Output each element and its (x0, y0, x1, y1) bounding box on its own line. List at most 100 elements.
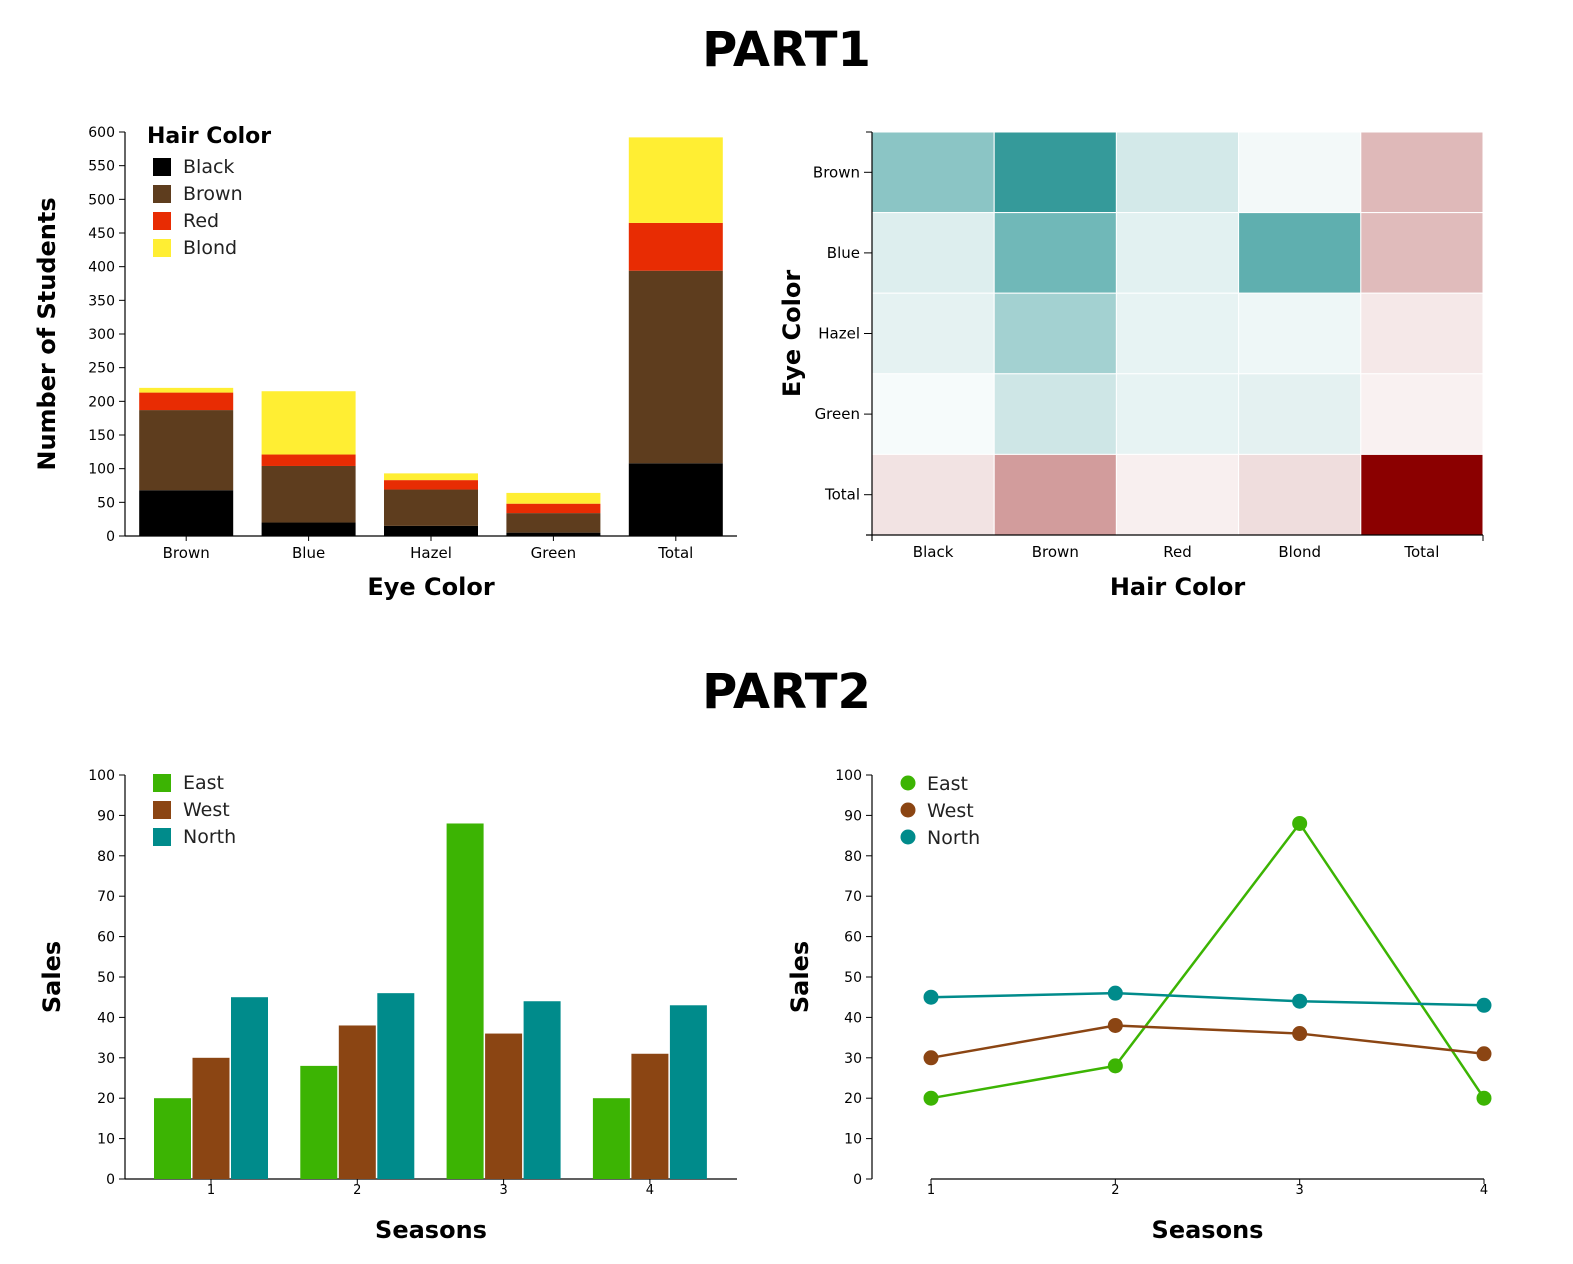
grouped-y-tick-label: 20 (97, 1091, 115, 1107)
part2-title: PART2 (702, 664, 871, 720)
heatmap-cell-brown-black (871, 131, 995, 214)
grouped-x-tick-label: 3 (499, 1183, 507, 1198)
stacked-bar-brown-brown (139, 410, 234, 491)
heatmap-cell-green-brown (993, 373, 1117, 455)
line-legend-label-west: West (927, 800, 974, 822)
heatmap-y-tick-label: Total (824, 486, 860, 504)
heatmap-x-tick-label: Total (1403, 543, 1439, 561)
line-point-north-1 (923, 989, 939, 1005)
heatmap-cell-total-red (1115, 453, 1240, 536)
grouped-legend-label-north: North (183, 826, 236, 848)
heatmap-cell-hazel-red (1115, 292, 1240, 375)
stacked-bar-hazel-black (384, 525, 478, 536)
stacked-x-tick-label: Total (657, 544, 693, 562)
heatmap-y-tick-label: Blue (827, 244, 860, 262)
heatmap-x-tick-label: Brown (1032, 543, 1079, 561)
stacked-bar-hazel-red (384, 480, 478, 490)
line-point-north-2 (1107, 985, 1123, 1001)
stacked-y-tick-label: 450 (88, 226, 115, 242)
stacked-y-tick-label: 400 (88, 260, 115, 276)
heatmap-cell-hazel-brown (993, 292, 1117, 375)
grouped-y-tick-label: 100 (88, 768, 115, 784)
line-series-west (930, 1024, 1485, 1060)
stacked-legend-label-brown: Brown (183, 183, 243, 205)
grouped-y-tick-label: 90 (97, 808, 115, 824)
stacked-bar-total-black (628, 463, 723, 536)
stacked-x-tick-label: Brown (163, 544, 210, 562)
line-y-tick-label: 90 (844, 808, 862, 824)
line-point-east-2 (1107, 1058, 1123, 1074)
line-x-tick-label: 4 (1480, 1183, 1488, 1198)
stacked-bar-hazel-brown (384, 489, 478, 526)
heatmap-cell-blue-total (1360, 212, 1484, 294)
stacked-legend-label-red: Red (183, 210, 219, 232)
stacked-bar-blue-blond (261, 391, 356, 455)
heatmap-cell-green-total (1360, 373, 1484, 455)
stacked-x-axis-title: Eye Color (367, 573, 494, 601)
stacked-legend-label-black: Black (183, 156, 234, 178)
grouped-y-tick-label: 50 (97, 970, 115, 986)
grouped-bar-4-west (631, 1053, 669, 1179)
grouped-bar-1-west (192, 1057, 230, 1179)
heatmap-cell-green-black (871, 373, 995, 455)
grouped-bar-1-north (231, 997, 268, 1179)
line-series-north (930, 991, 1485, 1007)
grouped-x-axis-title: Seasons (375, 1216, 487, 1244)
grouped-bar-2-north (377, 993, 415, 1179)
line-legend-swatch-east (900, 775, 916, 791)
line-series-east (930, 821, 1486, 1100)
heatmap-x-tick-label: Black (913, 543, 954, 561)
stacked-legend-label-blond: Blond (183, 237, 237, 259)
stacked-y-tick-label: 0 (106, 529, 115, 545)
heatmap-cell-total-blond (1238, 453, 1362, 536)
stacked-bar-blue-black (261, 522, 356, 536)
heatmap-cell-brown-red (1115, 131, 1240, 214)
grouped-x-tick-label: 1 (207, 1183, 215, 1198)
line-y-tick-label: 100 (835, 768, 862, 784)
grouped-bar-1-east (154, 1098, 191, 1179)
grouped-legend-swatch-east (153, 774, 171, 792)
stacked-y-tick-label: 350 (88, 293, 115, 309)
grouped-y-axis-title: Sales (38, 941, 66, 1013)
grouped-bar-chart: 0 10 20 30 40 50 60 70 80 90 100 1 2 3 4 Sales Seasons Ea… (38, 768, 737, 1244)
line-point-west-3 (1292, 1026, 1308, 1042)
heatmap-cell-blue-black (871, 212, 995, 294)
heatmap-cell-brown-blond (1238, 131, 1362, 214)
heatmap-cell-hazel-total (1360, 292, 1484, 375)
stacked-bar-green-black (506, 532, 601, 536)
stacked-y-tick-label: 100 (88, 462, 115, 478)
grouped-bar-3-east (446, 823, 484, 1179)
grouped-y-tick-label: 80 (97, 849, 115, 865)
grouped-bar-3-west (485, 1033, 523, 1179)
part1-title: PART1 (702, 22, 871, 78)
line-x-tick-label: 1 (927, 1183, 935, 1198)
stacked-bar-green-blond (506, 492, 601, 504)
stacked-x-tick-label: Green (531, 544, 576, 562)
heatmap-cell-total-brown (993, 453, 1117, 536)
heatmap-cell-hazel-black (871, 292, 995, 375)
line-point-west-1 (923, 1050, 939, 1066)
heatmap-cell-blue-blond (1238, 212, 1362, 294)
stacked-legend-swatch-blond (153, 239, 171, 257)
stacked-y-tick-label: 600 (88, 125, 115, 141)
line-legend-label-north: North (927, 827, 980, 849)
heatmap-cell-hazel-blond (1238, 292, 1362, 375)
stacked-bar-total-red (628, 222, 723, 271)
stacked-bar-chart: 0 50 100 150 200 250 300 350 400 450 500 550 600 Brow… (33, 124, 737, 601)
stacked-legend-swatch-brown (153, 185, 171, 203)
stacked-legend-swatch-black (153, 158, 171, 176)
heatmap-cell-brown-total (1360, 131, 1484, 214)
stacked-y-axis-title: Number of Students (33, 197, 61, 470)
grouped-legend-label-east: East (183, 772, 224, 794)
stacked-legend-title: Hair Color (147, 124, 271, 149)
line-x-axis-title: Seasons (1152, 1216, 1264, 1244)
line-x-tick-label: 3 (1296, 1183, 1304, 1198)
stacked-bar-brown-red (139, 392, 234, 411)
line-y-tick-label: 40 (844, 1010, 862, 1026)
line-y-tick-label: 20 (844, 1091, 862, 1107)
line-y-axis-title: Sales (786, 941, 814, 1013)
heatmap-y-tick-label: Brown (813, 163, 860, 181)
heatmap-cell-blue-brown (993, 212, 1117, 294)
grouped-legend-swatch-west (153, 801, 171, 819)
